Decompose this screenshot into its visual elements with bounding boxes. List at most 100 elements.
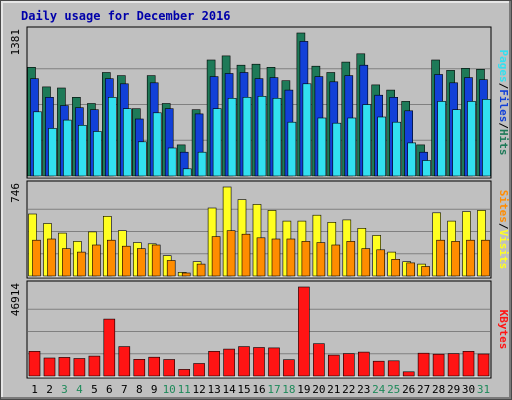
bar-kbytes-day-26 xyxy=(402,371,415,377)
bar-kbytes-day-14 xyxy=(223,348,235,377)
bar-sites-day-6 xyxy=(107,239,116,277)
bar-kbytes-day-21 xyxy=(327,354,340,377)
bar-kbytes-day-3 xyxy=(58,357,71,377)
legend-separator: / xyxy=(497,83,510,90)
bar-kbytes-day-16 xyxy=(253,347,265,377)
bar-pages-day-26 xyxy=(407,142,417,177)
bar-sites-day-3 xyxy=(62,248,71,277)
panel-kbytes: 46914 KBytes xyxy=(9,280,510,379)
bar-sites-day-16 xyxy=(256,237,266,277)
bar-pages-day-28 xyxy=(437,101,446,177)
day-label-24: 24 xyxy=(372,383,386,396)
bar-pages-day-6 xyxy=(108,97,117,177)
bar-sites-day-14 xyxy=(226,230,236,277)
bar-sites-day-26 xyxy=(406,262,416,277)
legend-visits: Sites/Visits xyxy=(497,190,510,270)
bar-kbytes-day-22 xyxy=(342,353,355,377)
day-label-21: 21 xyxy=(327,383,340,396)
legend-item-kbytes: KBytes xyxy=(497,310,510,350)
bar-pages-day-20 xyxy=(317,117,327,177)
legend-separator: / xyxy=(497,223,510,230)
bar-pages-day-11 xyxy=(182,168,192,177)
day-label-18: 18 xyxy=(282,383,295,396)
panel-visits: 746 Sites/Visits xyxy=(9,180,510,279)
bar-pages-day-8 xyxy=(138,141,147,177)
bar-pages-day-17 xyxy=(272,98,282,177)
bar-sites-day-1 xyxy=(32,239,41,277)
bar-pages-day-30 xyxy=(467,101,476,177)
bar-pages-day-31 xyxy=(482,99,491,177)
legend-item-pages: Pages xyxy=(497,50,510,83)
legend-item-visits: Visits xyxy=(497,230,510,270)
day-label-7: 7 xyxy=(121,383,128,396)
bar-kbytes-day-19 xyxy=(298,286,310,377)
bar-sites-day-11 xyxy=(181,272,191,277)
bar-kbytes-day-25 xyxy=(387,360,400,377)
bar-pages-day-23 xyxy=(362,104,372,177)
day-label-14: 14 xyxy=(222,383,236,396)
day-label-27: 27 xyxy=(417,383,430,396)
day-label-20: 20 xyxy=(312,383,325,396)
bar-kbytes-day-5 xyxy=(88,355,101,377)
day-label-12: 12 xyxy=(192,383,205,396)
bar-pages-day-7 xyxy=(123,108,132,177)
y-max-label: 746 xyxy=(9,183,22,203)
day-label-26: 26 xyxy=(402,383,415,396)
bar-kbytes-day-24 xyxy=(372,360,385,377)
bar-sites-day-9 xyxy=(151,244,161,277)
bar-pages-day-15 xyxy=(242,97,252,177)
bar-pages-day-29 xyxy=(452,109,461,177)
bar-pages-day-3 xyxy=(63,119,72,177)
day-label-8: 8 xyxy=(136,383,143,396)
bar-sites-day-21 xyxy=(331,244,341,277)
bar-kbytes-day-28 xyxy=(432,353,445,377)
bar-sites-day-29 xyxy=(451,241,460,277)
day-label-11: 11 xyxy=(178,383,191,396)
bar-kbytes-day-8 xyxy=(133,358,146,377)
bar-sites-day-8 xyxy=(137,248,146,277)
bar-sites-day-20 xyxy=(316,242,326,277)
day-label-23: 23 xyxy=(357,383,370,396)
y-max-label: 46914 xyxy=(9,283,22,316)
bar-sites-day-30 xyxy=(466,239,475,277)
bar-pages-day-24 xyxy=(377,116,387,177)
bar-sites-day-15 xyxy=(241,233,251,277)
bar-sites-day-24 xyxy=(376,249,386,277)
day-label-22: 22 xyxy=(342,383,355,396)
bar-kbytes-day-20 xyxy=(313,343,325,377)
bar-kbytes-day-12 xyxy=(193,363,205,377)
bar-pages-day-2 xyxy=(48,128,57,177)
bar-sites-day-18 xyxy=(286,238,296,277)
day-label-30: 30 xyxy=(462,383,475,396)
bar-kbytes-day-11 xyxy=(178,369,190,377)
bar-kbytes-day-2 xyxy=(43,357,56,377)
day-label-29: 29 xyxy=(447,383,460,396)
bar-kbytes-day-6 xyxy=(103,318,116,377)
legend-item-hits: Hits xyxy=(497,129,510,156)
bar-kbytes-day-18 xyxy=(283,359,295,377)
legend-item-files: Files xyxy=(497,89,510,122)
bar-pages-day-18 xyxy=(287,121,297,177)
bar-pages-day-22 xyxy=(347,117,357,177)
bar-sites-day-25 xyxy=(391,258,401,277)
bar-sites-day-10 xyxy=(166,260,176,277)
day-label-10: 10 xyxy=(163,383,176,396)
bar-pages-day-4 xyxy=(78,125,87,177)
bar-kbytes-day-23 xyxy=(357,351,370,377)
day-label-2: 2 xyxy=(46,383,53,396)
legend-separator: / xyxy=(497,122,510,129)
legend-hits: Pages/Files/Hits xyxy=(497,50,510,156)
day-label-31: 31 xyxy=(477,383,490,396)
legend-kbytes: KBytes xyxy=(497,310,510,350)
bar-sites-day-28 xyxy=(436,239,445,277)
bar-pages-day-10 xyxy=(167,147,177,177)
bar-sites-day-17 xyxy=(271,238,281,277)
bar-sites-day-31 xyxy=(481,239,490,277)
bar-sites-day-5 xyxy=(92,244,101,277)
bar-kbytes-day-10 xyxy=(163,359,175,377)
bar-sites-day-13 xyxy=(211,236,221,277)
